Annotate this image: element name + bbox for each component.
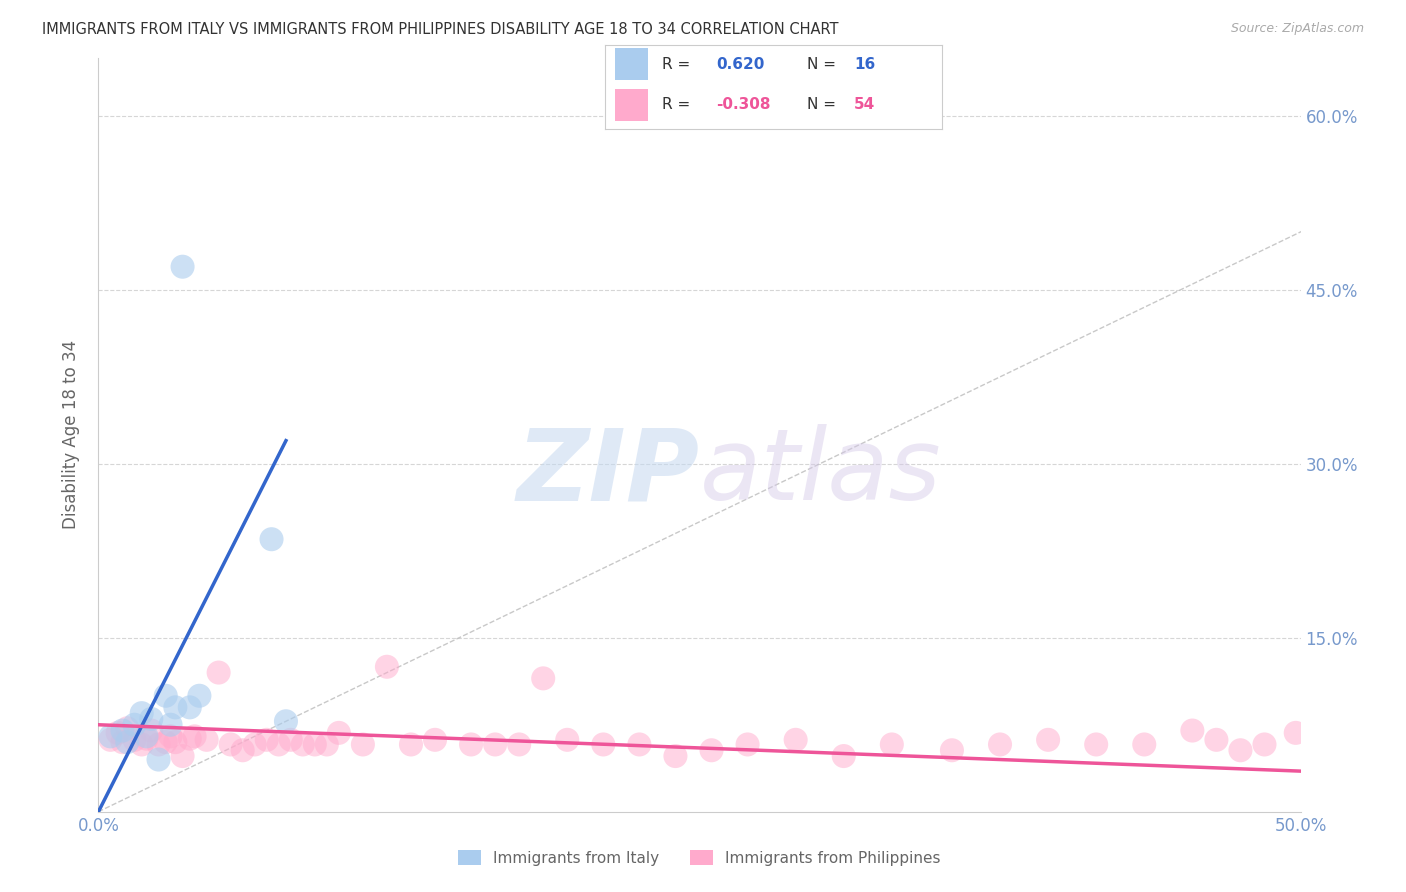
Point (188, 689, 211, 703)
Point (737, 738, 759, 752)
Point (531, 671, 554, 685)
Point (111, 735, 134, 749)
Point (555, 732, 578, 747)
Text: 54: 54 (855, 97, 876, 112)
Point (508, 738, 530, 752)
Point (832, 749, 855, 764)
Point (195, 732, 218, 747)
Point (111, 723, 134, 738)
Text: -0.308: -0.308 (716, 97, 770, 112)
Point (219, 738, 242, 752)
Point (291, 738, 314, 752)
Legend: Immigrants from Italy, Immigrants from Philippines: Immigrants from Italy, Immigrants from P… (453, 844, 946, 871)
FancyBboxPatch shape (614, 88, 648, 120)
Point (941, 743, 963, 757)
Point (131, 706, 153, 721)
Point (280, 732, 302, 747)
Point (124, 717, 146, 731)
Point (460, 738, 482, 752)
Point (159, 717, 181, 731)
Point (141, 723, 163, 738)
Point (124, 732, 146, 747)
Point (375, 660, 398, 674)
Point (700, 743, 723, 757)
Point (1253, 738, 1275, 752)
Point (988, 738, 1011, 752)
Point (328, 726, 350, 740)
Point (135, 731, 157, 746)
Text: IMMIGRANTS FROM ITALY VS IMMIGRANTS FROM PHILIPPINES DISABILITY AGE 18 TO 34 COR: IMMIGRANTS FROM ITALY VS IMMIGRANTS FROM… (42, 22, 839, 37)
Point (172, 749, 194, 764)
Point (107, 726, 129, 740)
Point (100, 730, 122, 744)
Point (315, 738, 337, 752)
Point (880, 738, 903, 752)
Point (1181, 723, 1204, 738)
Point (484, 738, 506, 752)
Point (148, 753, 170, 767)
Point (592, 738, 614, 752)
Point (304, 738, 326, 752)
Point (352, 738, 374, 752)
Text: N =: N = (807, 97, 841, 112)
Point (155, 689, 177, 703)
Point (232, 743, 254, 757)
Point (274, 714, 297, 729)
Text: R =: R = (662, 56, 695, 71)
Y-axis label: Disability Age 18 to 34: Disability Age 18 to 34 (62, 340, 80, 530)
Point (155, 735, 177, 749)
Point (243, 738, 266, 752)
Point (183, 730, 205, 744)
Point (100, 732, 122, 747)
Text: atlas: atlas (699, 424, 941, 521)
Point (141, 712, 163, 726)
Point (165, 700, 187, 714)
Point (260, 532, 283, 546)
Point (1205, 732, 1227, 747)
Point (208, 665, 231, 680)
Text: N =: N = (807, 56, 841, 71)
Point (267, 738, 290, 752)
Text: R =: R = (662, 97, 695, 112)
Point (256, 732, 278, 747)
Point (117, 735, 139, 749)
Text: Source: ZipAtlas.com: Source: ZipAtlas.com (1230, 22, 1364, 36)
Point (1036, 732, 1059, 747)
Point (1285, 726, 1308, 740)
Point (148, 738, 170, 752)
Point (1133, 738, 1156, 752)
Text: 16: 16 (855, 56, 876, 71)
Point (131, 738, 153, 752)
Point (165, 735, 187, 749)
Text: 0.620: 0.620 (716, 56, 765, 71)
Point (135, 730, 157, 744)
Text: ZIP: ZIP (516, 424, 699, 521)
Point (179, 700, 201, 714)
Point (785, 732, 807, 747)
Point (159, 730, 181, 744)
Point (423, 732, 446, 747)
Point (179, 731, 201, 746)
FancyBboxPatch shape (614, 48, 648, 80)
Point (1229, 743, 1251, 757)
Point (172, 260, 194, 274)
Point (117, 721, 139, 735)
Point (399, 738, 422, 752)
Point (628, 738, 651, 752)
Point (1085, 738, 1108, 752)
Point (664, 749, 686, 764)
